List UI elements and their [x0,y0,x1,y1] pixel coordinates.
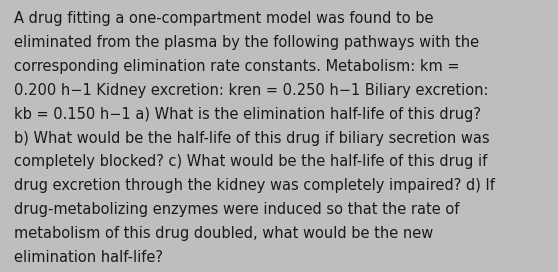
Text: b) What would be the half-life of this drug if biliary secretion was: b) What would be the half-life of this d… [14,131,489,146]
Text: corresponding elimination rate constants. Metabolism: km =: corresponding elimination rate constants… [14,59,459,74]
Text: drug-metabolizing enzymes were induced so that the rate of: drug-metabolizing enzymes were induced s… [14,202,459,217]
Text: elimination half-life?: elimination half-life? [14,250,163,265]
Text: 0.200 h−1 Kidney excretion: kren = 0.250 h−1 Biliary excretion:: 0.200 h−1 Kidney excretion: kren = 0.250… [14,83,488,98]
Text: A drug fitting a one-compartment model was found to be: A drug fitting a one-compartment model w… [14,11,434,26]
Text: metabolism of this drug doubled, what would be the new: metabolism of this drug doubled, what wo… [14,226,433,241]
Text: eliminated from the plasma by the following pathways with the: eliminated from the plasma by the follow… [14,35,479,50]
Text: completely blocked? c) What would be the half-life of this drug if: completely blocked? c) What would be the… [14,154,487,169]
Text: kb = 0.150 h−1 a) What is the elimination half-life of this drug?: kb = 0.150 h−1 a) What is the eliminatio… [14,107,481,122]
Text: drug excretion through the kidney was completely impaired? d) If: drug excretion through the kidney was co… [14,178,495,193]
